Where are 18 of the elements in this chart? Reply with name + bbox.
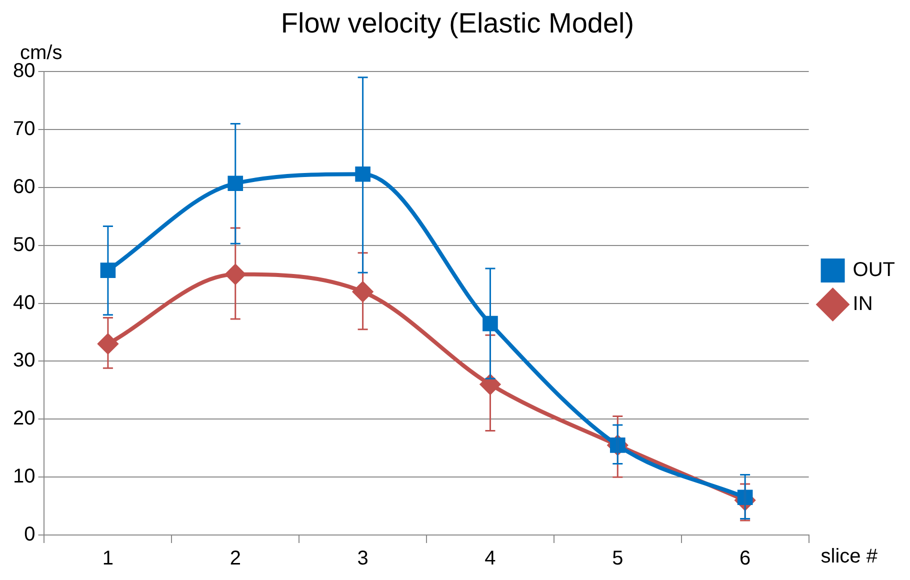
x-axis-title: slice #: [820, 546, 878, 568]
x-tick-label: 5: [612, 548, 624, 570]
y-tick-label: 70: [12, 118, 36, 140]
y-tick-label: 50: [12, 234, 36, 256]
x-tick-label: 2: [230, 548, 241, 570]
y-tick-label: 10: [12, 466, 36, 488]
y-tick-label: 40: [12, 292, 36, 314]
y-tick-label: 30: [12, 350, 36, 372]
y-tick-label: 60: [12, 176, 36, 198]
y-tick-label: 20: [12, 408, 36, 430]
legend-label: OUT: [852, 259, 895, 282]
y-tick-label: 0: [24, 524, 36, 546]
legend-label: IN: [852, 293, 873, 316]
chart-title: Flow velocity (Elastic Model): [280, 8, 634, 39]
x-tick-label: 1: [102, 548, 114, 570]
x-tick-label: 4: [484, 548, 496, 570]
x-tick-label: 6: [740, 548, 751, 570]
x-tick-label: 3: [357, 548, 368, 570]
